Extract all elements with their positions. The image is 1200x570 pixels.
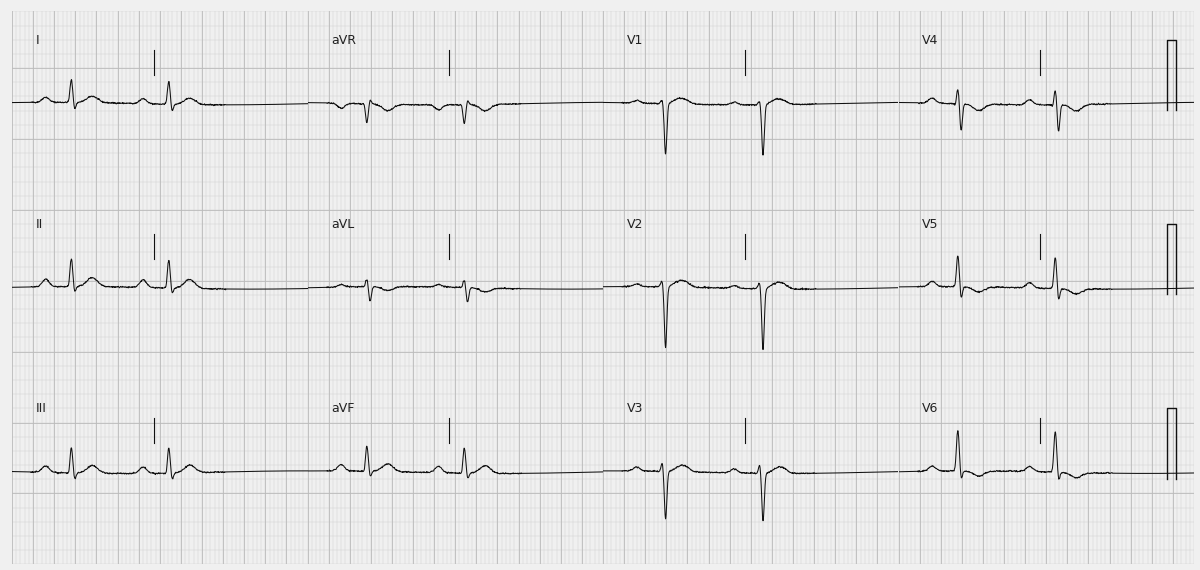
Text: aVR: aVR	[331, 34, 356, 47]
Text: II: II	[36, 218, 43, 231]
Text: aVL: aVL	[331, 218, 354, 231]
Text: I: I	[36, 34, 40, 47]
Text: V5: V5	[922, 218, 938, 231]
Text: V2: V2	[626, 218, 643, 231]
Text: III: III	[36, 402, 47, 415]
Text: aVF: aVF	[331, 402, 354, 415]
Text: V3: V3	[626, 402, 643, 415]
Text: V1: V1	[626, 34, 643, 47]
Text: V6: V6	[922, 402, 938, 415]
Text: V4: V4	[922, 34, 938, 47]
